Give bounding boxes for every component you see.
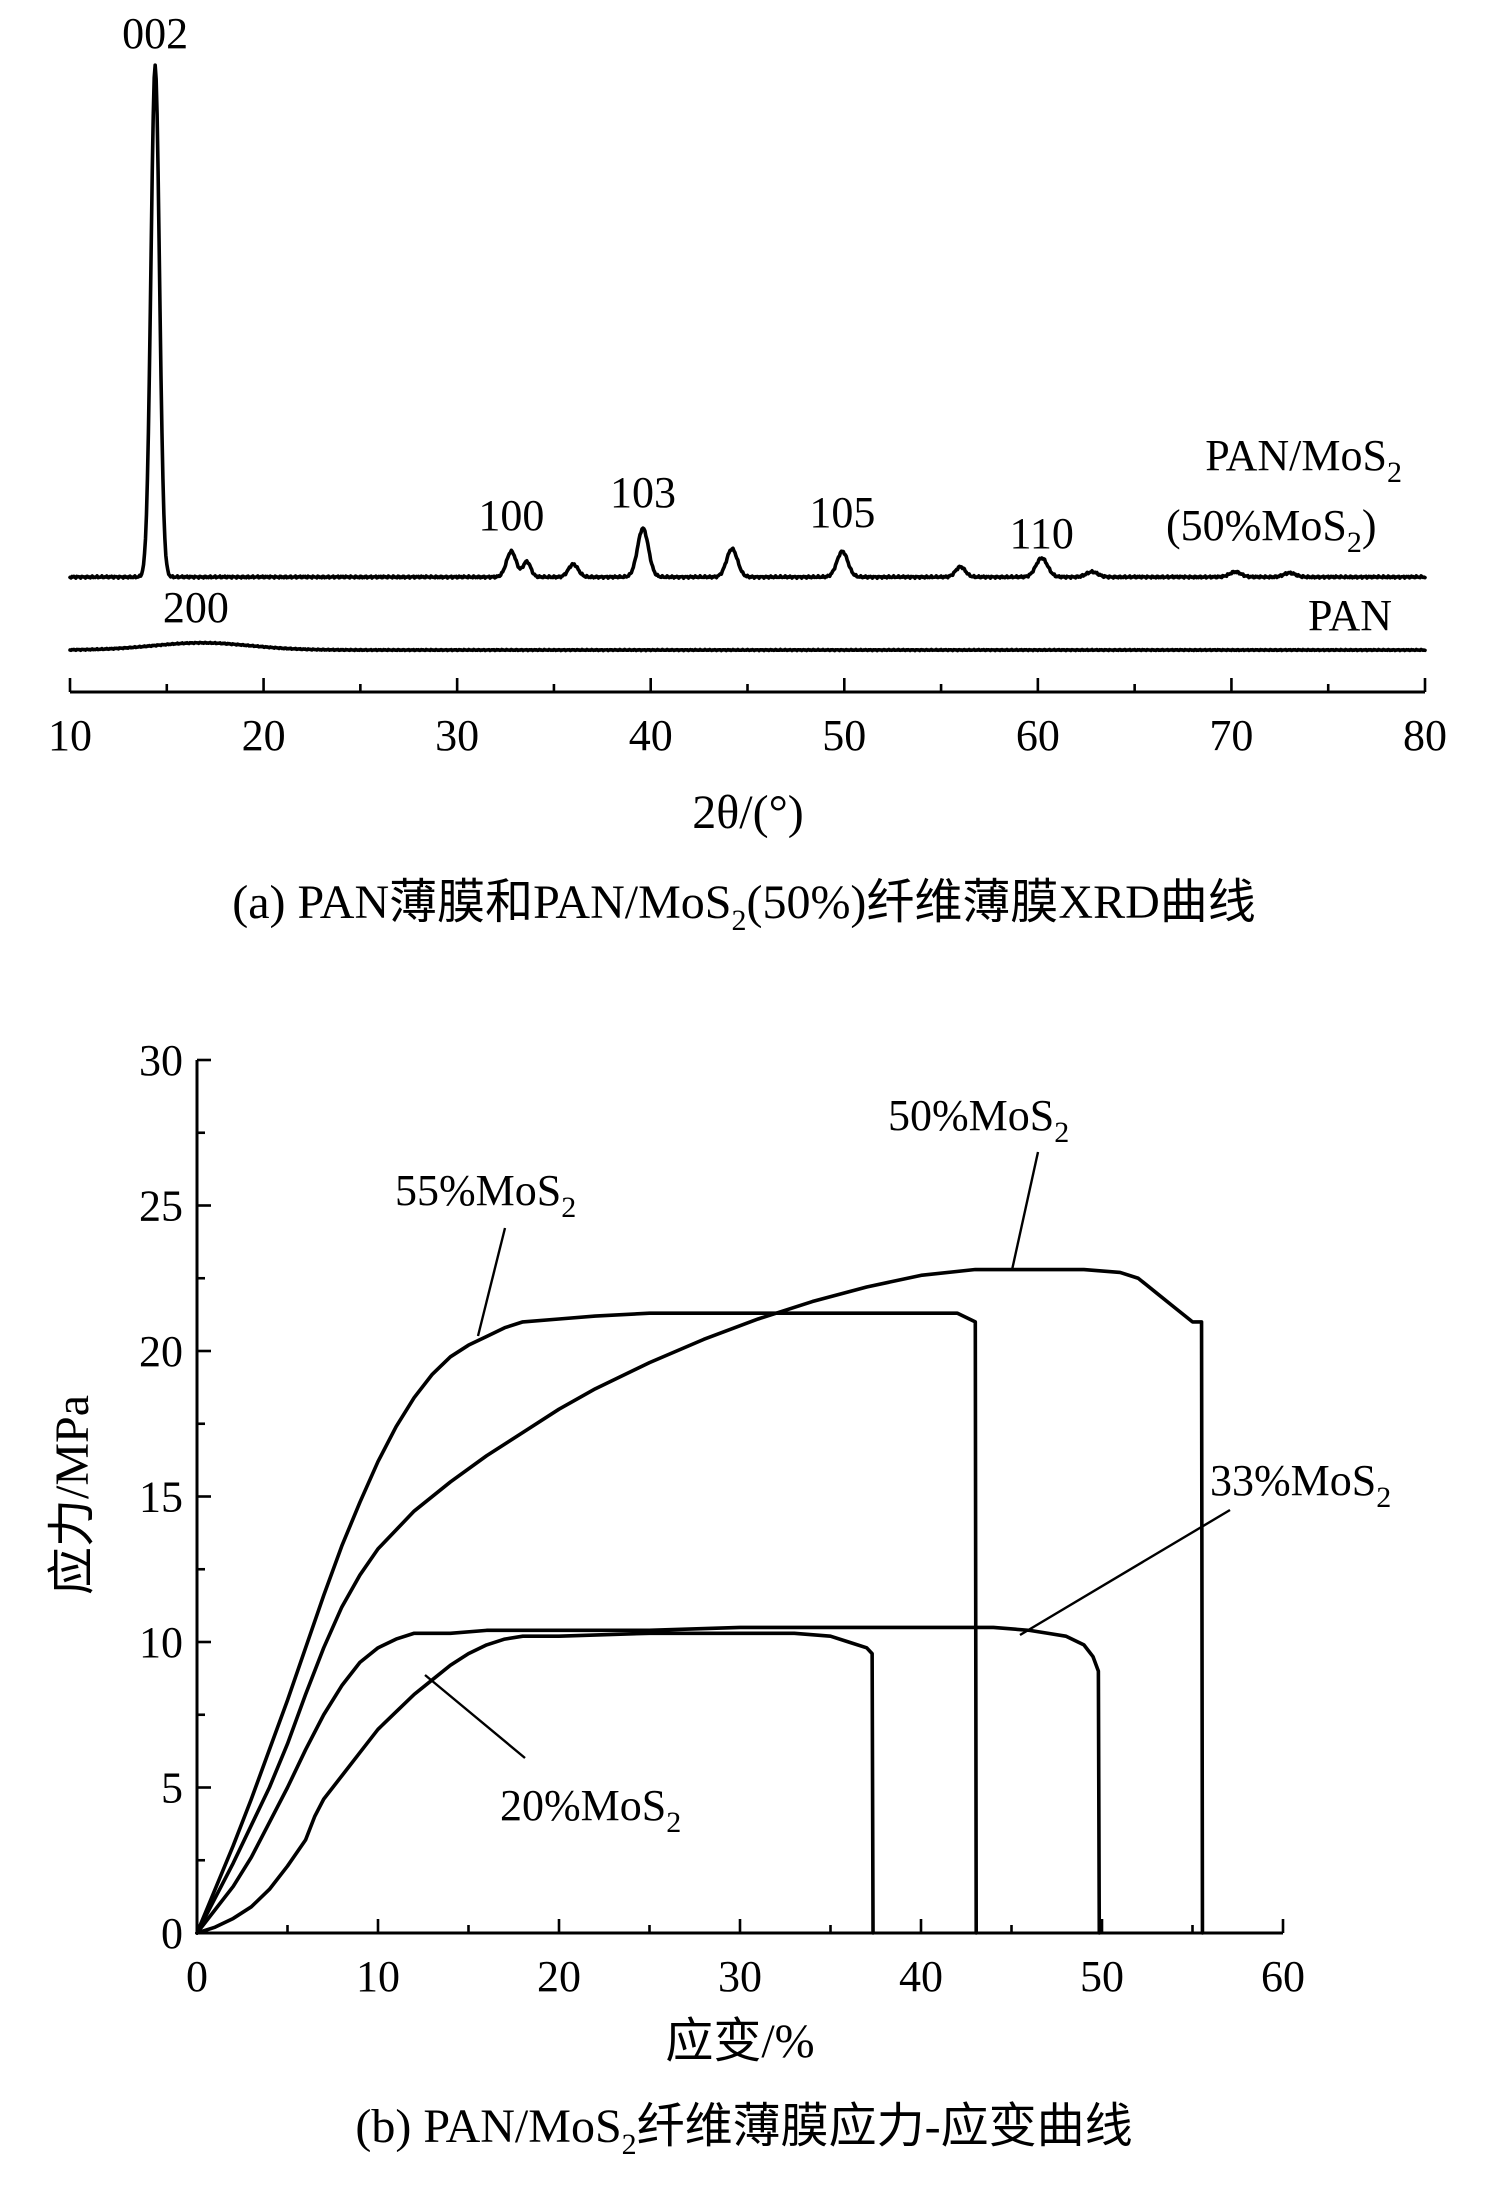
xrd-curve-pan: [68, 640, 1427, 653]
xrd-x-tick-label: 70: [1209, 711, 1253, 760]
ss-x-axis-title: 应变/%: [665, 2015, 814, 2068]
xrd-series-label-composite-pct: (50%MoS2): [1166, 501, 1377, 559]
ss-y-tick-label: 5: [161, 1764, 183, 1813]
xrd-annotations: 002 100 103 105 110 200: [122, 9, 1074, 632]
ss-axis-ticks: 0 10 20 30 40 50 60 0 5 10 15 20 25 30: [139, 1036, 1305, 2001]
ss-curves: [195, 1267, 1205, 1935]
ss-label-20: 20%MoS2: [500, 1781, 681, 1839]
xrd-x-tick-label: 50: [822, 711, 866, 760]
xrd-peak-label: 200: [163, 583, 229, 632]
ss-y-tick-label: 25: [139, 1182, 183, 1231]
xrd-series-label-composite: PAN/MoS2: [1205, 431, 1402, 489]
ss-caption: (b) PAN/MoS2纤维薄膜应力-应变曲线: [355, 2100, 1132, 2161]
ss-x-tick-label: 60: [1261, 1952, 1305, 2001]
ss-label-50: 50%MoS2: [888, 1091, 1069, 1149]
leader-20: [424, 1674, 526, 1759]
ss-x-tick-label: 20: [537, 1952, 581, 2001]
xrd-x-axis-ticks: 10 20 30 40 50 60 70 80: [48, 678, 1447, 760]
ss-curve-50: [195, 1267, 1205, 1935]
ss-y-tick-label: 15: [139, 1473, 183, 1522]
xrd-x-tick-label: 40: [629, 711, 673, 760]
xrd-series-label-pan: PAN: [1308, 591, 1392, 640]
leader-50: [1010, 1151, 1040, 1271]
leader-55: [476, 1227, 507, 1337]
xrd-x-tick-label: 20: [242, 711, 286, 760]
xrd-peak-label: 103: [610, 468, 676, 517]
xrd-peak-label: 002: [122, 9, 188, 58]
ss-y-tick-label: 20: [139, 1327, 183, 1376]
stress-strain-panel: 0 10 20 30 40 50 60 0 5 10 15 20 25 30 55%MoS2 50%MoS…: [46, 1036, 1391, 2161]
xrd-x-tick-label: 10: [48, 711, 92, 760]
ss-label-55: 55%MoS2: [395, 1166, 576, 1224]
xrd-curves: [68, 63, 1427, 653]
ss-curve-33: [195, 1625, 1102, 1935]
ss-x-tick-label: 40: [899, 1952, 943, 2001]
xrd-peak-label: 110: [1010, 509, 1074, 558]
ss-y-axis-title: 应力/MPa: [46, 1395, 99, 1595]
leader-33: [1019, 1508, 1231, 1637]
ss-label-33: 33%MoS2: [1210, 1456, 1391, 1514]
xrd-x-tick-label: 30: [435, 711, 479, 760]
xrd-panel: 10 20 30 40 50 60 70 80 002 100 103 105 110 200 PAN/…: [48, 9, 1447, 937]
xrd-x-axis-title: 2θ/(°): [692, 786, 804, 839]
ss-y-tick-label: 0: [161, 1909, 183, 1958]
xrd-x-tick-label: 80: [1403, 711, 1447, 760]
ss-y-tick-label: 10: [139, 1618, 183, 1667]
xrd-x-tick-label: 60: [1016, 711, 1060, 760]
xrd-curve-pan-mos2: [68, 63, 1427, 580]
ss-x-tick-label: 0: [186, 1952, 208, 2001]
xrd-caption: (a) PAN薄膜和PAN/MoS2(50%)纤维薄膜XRD曲线: [232, 876, 1256, 937]
ss-curve-55: [195, 1311, 978, 1935]
xrd-peak-label: 100: [478, 491, 544, 540]
ss-y-tick-label: 30: [139, 1036, 183, 1085]
xrd-peak-label: 105: [809, 488, 875, 537]
ss-x-tick-label: 10: [356, 1952, 400, 2001]
ss-x-tick-label: 30: [718, 1952, 762, 2001]
ss-x-tick-label: 50: [1080, 1952, 1124, 2001]
